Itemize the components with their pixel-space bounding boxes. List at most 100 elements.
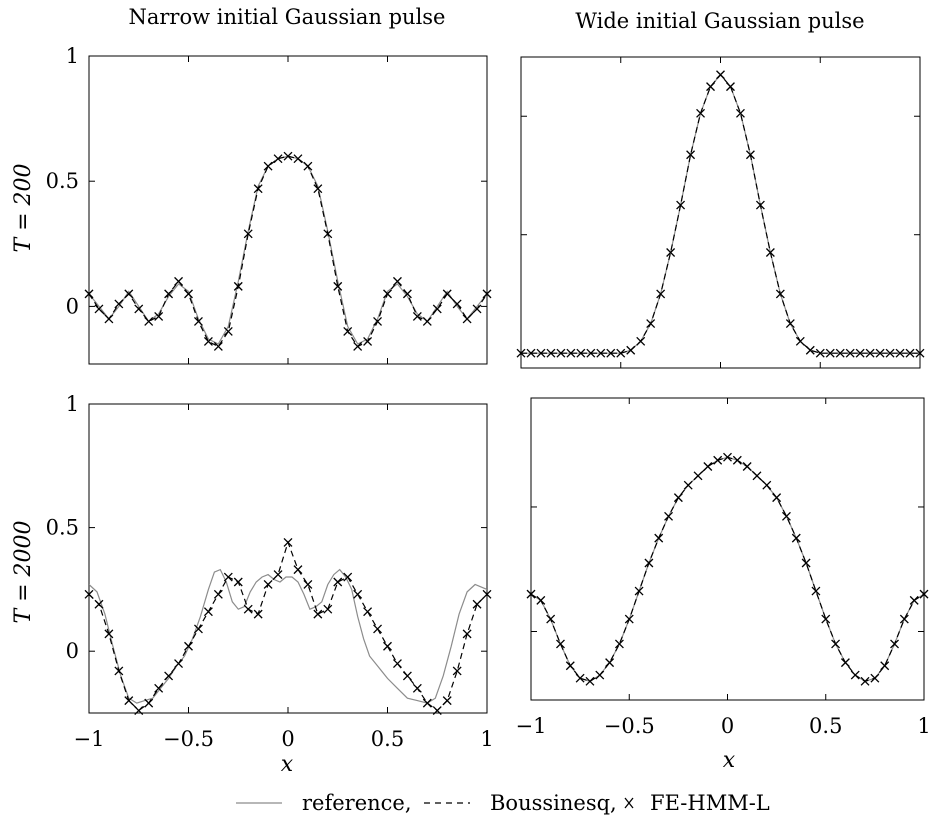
fehmm-marker-stroke — [596, 348, 606, 358]
fehmm-marker — [855, 348, 865, 358]
fehmm-marker-stroke — [811, 586, 821, 596]
fehmm-marker-stroke — [575, 673, 585, 683]
xtick-label: 0.5 — [809, 714, 842, 738]
fehmm-marker-stroke — [624, 614, 634, 624]
fehmm-marker — [596, 348, 606, 358]
fehmm-marker — [124, 289, 134, 299]
fehmm-marker — [752, 471, 762, 481]
fehmm-marker — [546, 614, 556, 624]
fehmm-marker — [811, 586, 821, 596]
fehmm-marker — [614, 639, 624, 649]
fehmm-marker — [795, 336, 805, 346]
series-boussinesq-line — [89, 540, 487, 712]
fehmm-marker — [840, 658, 850, 668]
fehmm-marker-stroke — [223, 572, 233, 582]
fehmm-marker-stroke — [472, 304, 482, 314]
fehmm-marker — [899, 614, 909, 624]
fehmm-marker-stroke — [273, 154, 283, 164]
fehmm-marker — [94, 304, 104, 314]
xtick-label: −1 — [516, 714, 547, 738]
fehmm-marker — [626, 345, 636, 355]
fehmm-marker-stroke — [442, 289, 452, 299]
fehmm-marker-stroke — [124, 696, 134, 706]
xlabel-left: x — [281, 752, 294, 777]
fehmm-marker-stroke — [134, 304, 144, 314]
fehmm-marker-stroke — [860, 676, 870, 686]
fehmm-marker-stroke — [293, 154, 303, 164]
fehmm-marker-stroke — [899, 614, 909, 624]
fehmm-marker-stroke — [353, 589, 363, 599]
fehmm-marker — [801, 558, 811, 568]
fehmm-marker — [432, 304, 442, 314]
fehmm-marker — [586, 348, 596, 358]
plot-frame — [88, 55, 488, 365]
xtick-label: 0 — [281, 727, 294, 751]
fehmm-marker-stroke — [193, 316, 203, 326]
fehmm-marker-stroke — [890, 639, 899, 649]
fehmm-marker-stroke — [482, 289, 492, 299]
fehmm-marker — [536, 348, 546, 358]
row-label-t2000: T = 2000 — [11, 520, 36, 623]
fehmm-marker — [915, 348, 925, 358]
fehmm-marker — [253, 184, 263, 194]
ytick-label: 1 — [66, 44, 79, 68]
fehmm-marker — [775, 289, 785, 299]
fehmm-marker — [223, 572, 233, 582]
xtick-label: −1 — [74, 727, 105, 751]
fehmm-marker-stroke — [880, 661, 890, 671]
fehmm-marker-stroke — [283, 151, 293, 161]
fehmm-marker-stroke — [482, 589, 492, 599]
fehmm-marker-stroke — [915, 348, 925, 358]
fehmm-marker — [283, 537, 293, 547]
fehmm-marker-stroke — [644, 558, 654, 568]
fehmm-marker — [566, 348, 576, 358]
fehmm-marker — [646, 319, 656, 329]
fehmm-marker — [233, 281, 243, 291]
fehmm-marker — [134, 706, 144, 715]
fehmm-marker — [865, 348, 875, 358]
legend: reference, Boussinesq, FE-HMM-L — [236, 791, 770, 815]
fehmm-marker — [732, 455, 742, 465]
fehmm-marker-stroke — [243, 604, 253, 614]
row-label-t200: T = 200 — [11, 163, 36, 252]
fehmm-marker-stroke — [666, 248, 676, 257]
fehmm-marker — [203, 337, 213, 346]
fehmm-marker-stroke — [605, 658, 615, 668]
fehmm-marker — [616, 348, 626, 358]
fehmm-marker — [442, 289, 452, 299]
fehmm-marker-stroke — [703, 462, 713, 471]
fehmm-marker-stroke — [462, 629, 472, 639]
fehmm-marker — [546, 348, 556, 358]
fehmm-marker — [875, 348, 885, 358]
fehmm-marker — [84, 589, 94, 599]
fehmm-marker — [656, 289, 666, 299]
fehmm-marker — [536, 595, 546, 605]
fehmm-marker-stroke — [723, 452, 732, 462]
fehmm-marker-stroke — [791, 533, 801, 543]
legend-reference-label: reference, — [302, 791, 412, 815]
fehmm-marker-stroke — [144, 698, 154, 708]
fehmm-marker — [293, 154, 303, 164]
fehmm-marker-stroke — [253, 609, 263, 619]
fehmm-marker — [880, 661, 890, 671]
plot-area — [89, 540, 487, 712]
fehmm-marker-stroke — [566, 348, 576, 358]
fehmm-marker-stroke — [825, 348, 835, 358]
fehmm-marker-stroke — [676, 200, 686, 210]
fehmm-marker — [223, 326, 233, 336]
fehmm-marker — [706, 82, 715, 92]
fehmm-marker — [383, 641, 392, 651]
panels: 00.51−1 −0.5 0 0.5 100.51−1 −0.5 0 0.5 1 — [46, 44, 930, 751]
col-title-narrow: Narrow initial Gaussian pulse — [129, 5, 446, 29]
fehmm-marker-stroke — [855, 348, 865, 358]
fehmm-marker-stroke — [174, 276, 184, 286]
fehmm-marker — [716, 70, 725, 80]
plot-area — [89, 155, 487, 348]
fehmm-marker — [412, 311, 422, 321]
fehmm-marker — [885, 348, 895, 358]
fehmm-marker-stroke — [752, 471, 762, 481]
fehmm-marker-stroke — [402, 671, 412, 681]
fehmm-marker — [595, 670, 605, 680]
fehmm-marker — [363, 607, 373, 617]
fehmm-marker-stroke — [646, 319, 656, 329]
